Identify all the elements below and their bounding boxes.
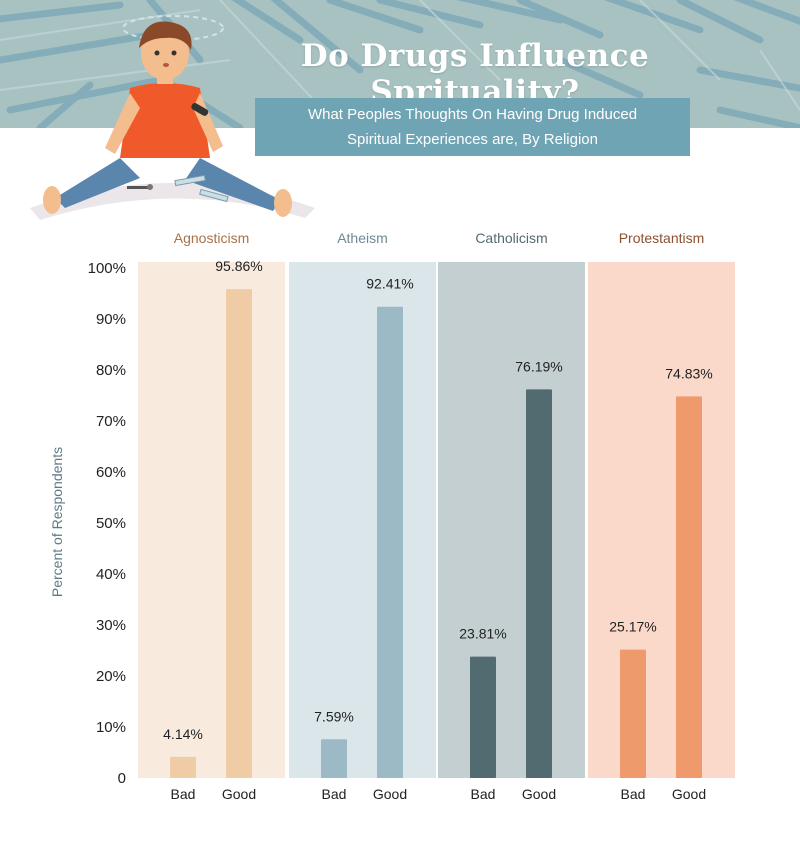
x-tick-label: Bad: [171, 786, 196, 802]
x-tick-label: Good: [522, 786, 556, 802]
group-title-catholicism: Catholicism: [475, 230, 547, 246]
group-title-protestantism: Protestantism: [619, 230, 705, 246]
bars: [170, 289, 702, 778]
y-tick-label: 100%: [88, 260, 126, 277]
value-label: 7.59%: [314, 708, 354, 724]
x-tick-label: Bad: [322, 786, 347, 802]
y-tick-label: 60%: [96, 464, 126, 481]
x-axis: Bad Good Bad Good Bad Good Bad Good: [171, 786, 707, 802]
panel-protestantism: [588, 262, 735, 778]
x-tick-label: Good: [672, 786, 706, 802]
y-tick-label: 30%: [96, 617, 126, 634]
y-tick-label: 50%: [96, 515, 126, 532]
bar-atheism-good: [377, 306, 403, 778]
value-label: 23.81%: [459, 626, 506, 642]
group-title-agnosticism: Agnosticism: [174, 230, 249, 246]
panel-atheism: [289, 262, 436, 778]
y-tick-label: 80%: [96, 362, 126, 379]
bar-atheism-bad: [321, 739, 347, 778]
bar-protestantism-bad: [620, 649, 646, 778]
value-label: 95.86%: [215, 258, 262, 274]
y-tick-label: 70%: [96, 413, 126, 430]
y-tick-label: 0: [118, 770, 126, 787]
value-label: 74.83%: [665, 365, 712, 381]
y-axis-label: Percent of Respondents: [49, 447, 65, 597]
y-axis: 0 10% 20% 30% 40% 50% 60% 70% 80% 90% 100%: [88, 260, 126, 787]
bar-protestantism-good: [676, 396, 702, 778]
group-panels: [138, 262, 735, 778]
bar-catholicism-bad: [470, 656, 496, 778]
pipe-icon: [127, 184, 153, 190]
y-tick-label: 20%: [96, 668, 126, 685]
y-tick-label: 40%: [96, 566, 126, 583]
value-label: 92.41%: [366, 276, 413, 292]
x-tick-label: Bad: [471, 786, 496, 802]
x-tick-label: Good: [373, 786, 407, 802]
y-tick-label: 90%: [96, 311, 126, 328]
value-label: 76.19%: [515, 358, 562, 374]
person-illustration-icon: [30, 15, 315, 220]
value-label: 25.17%: [609, 619, 656, 635]
y-tick-label: 10%: [96, 719, 126, 736]
subtitle-line-2: Spiritual Experiences are, By Religion: [347, 131, 598, 148]
group-title-atheism: Atheism: [337, 230, 388, 246]
subtitle-box: What Peoples Thoughts On Having Drug Ind…: [255, 98, 690, 156]
x-tick-label: Bad: [621, 786, 646, 802]
x-tick-label: Good: [222, 786, 256, 802]
group-titles: Agnosticism Atheism Catholicism Protestanti…: [174, 230, 705, 246]
value-labels: 4.14% 95.86% 7.59% 92.41% 23.81% 76.19% 25.17%…: [163, 258, 713, 742]
value-label: 4.14%: [163, 726, 203, 742]
panel-catholicism: [438, 262, 585, 778]
panel-agnosticism: [138, 262, 285, 778]
syringe-icon: [174, 174, 229, 203]
bar-agnosticism-good: [226, 289, 252, 778]
subtitle-line-1: What Peoples Thoughts On Having Drug Ind…: [307, 106, 638, 123]
bar-catholicism-good: [526, 389, 552, 778]
bar-chart: Agnosticism Atheism Catholicism Protestanti…: [49, 230, 735, 802]
bar-agnosticism-bad: [170, 756, 196, 778]
